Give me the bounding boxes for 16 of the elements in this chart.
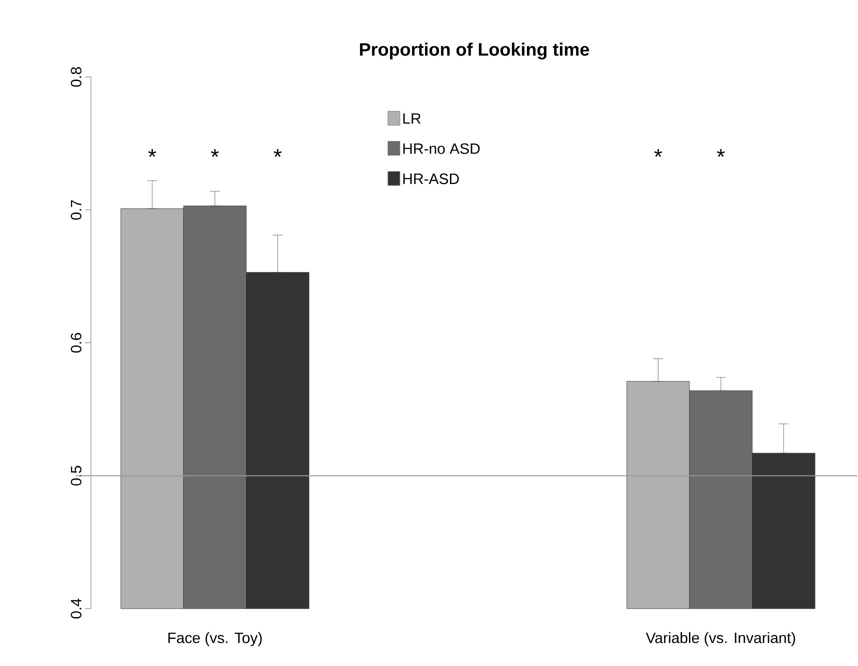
y-tick-label: 0.5: [70, 466, 82, 486]
legend-label: LR: [403, 114, 421, 124]
annotation: *: [654, 149, 662, 158]
legend-label: HR-no ASD: [403, 144, 480, 154]
y-tick-label: 0.8: [70, 67, 82, 87]
x-tick-label: Variable (vs. Invariant): [646, 632, 796, 646]
annotation: *: [210, 149, 219, 158]
legend-label: HR-ASD: [403, 174, 459, 184]
chart-title: Proportion of Looking time: [360, 42, 590, 60]
y-tick-label: 0.6: [70, 333, 82, 353]
annotation: *: [148, 149, 156, 158]
x-tick-label: Face (vs. Toy): [168, 632, 262, 646]
annotation: *: [716, 149, 725, 158]
y-tick-label: 0.7: [70, 200, 82, 220]
y-tick-label: 0.4: [70, 598, 82, 619]
annotation: *: [274, 149, 282, 158]
